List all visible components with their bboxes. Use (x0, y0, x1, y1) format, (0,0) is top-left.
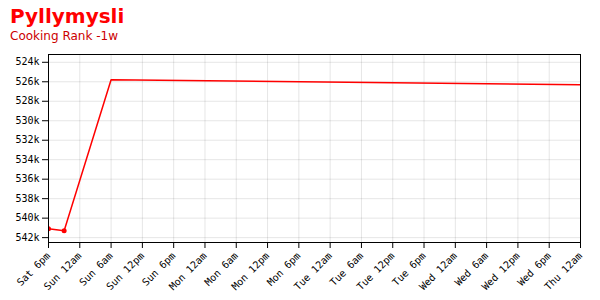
svg-text:530k: 530k (15, 115, 39, 126)
svg-text:Wed 12am: Wed 12am (417, 250, 459, 292)
svg-text:Tue 6pm: Tue 6pm (390, 250, 428, 288)
svg-text:Thu 12am: Thu 12am (542, 250, 584, 292)
svg-text:Sun 6pm: Sun 6pm (139, 250, 178, 288)
svg-text:Mon 12pm: Mon 12pm (229, 250, 271, 292)
svg-text:532k: 532k (15, 134, 39, 145)
svg-text:Sat 6pm: Sat 6pm (14, 250, 53, 288)
svg-text:Sun 12am: Sun 12am (42, 250, 84, 292)
html-text:Cooking Rank -1w: Cooking Rank -1w (10, 29, 118, 43)
svg-text:542k: 542k (15, 232, 39, 243)
svg-text:538k: 538k (15, 193, 39, 204)
svg-text:Tue 12am: Tue 12am (292, 250, 334, 292)
svg-text:540k: 540k (15, 212, 39, 223)
svg-text:536k: 536k (15, 173, 39, 184)
svg-text:528k: 528k (15, 95, 39, 106)
svg-text:Mon 6am: Mon 6am (202, 250, 240, 288)
svg-text:Mon 6pm: Mon 6pm (264, 250, 303, 288)
svg-text:Wed 6am: Wed 6am (452, 250, 491, 288)
svg-text:526k: 526k (15, 76, 39, 87)
svg-text:524k: 524k (15, 56, 39, 67)
svg-text:Wed 6pm: Wed 6pm (515, 250, 553, 288)
svg-text:Tue 12pm: Tue 12pm (355, 250, 397, 292)
svg-text:Tue 6am: Tue 6am (327, 250, 366, 288)
html-text:Pyllymysli: Pyllymysli (10, 4, 125, 28)
svg-text:Mon 12am: Mon 12am (167, 250, 209, 292)
svg-text:Sun 12pm: Sun 12pm (104, 250, 146, 292)
svg-text:Sun 6am: Sun 6am (77, 250, 115, 288)
svg-text:Wed 12pm: Wed 12pm (480, 250, 522, 292)
svg-text:534k: 534k (15, 154, 39, 165)
